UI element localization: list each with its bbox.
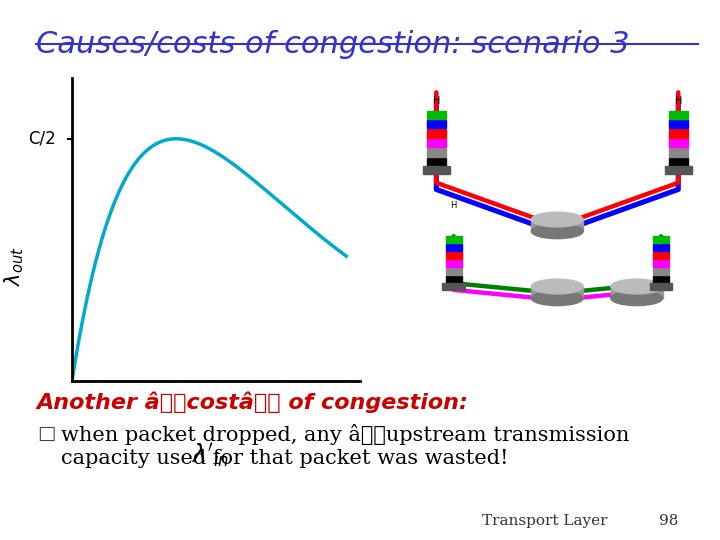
Bar xyxy=(446,260,462,267)
Text: capacity used for that packet was wasted!: capacity used for that packet was wasted… xyxy=(61,449,509,468)
Text: 98: 98 xyxy=(659,514,678,528)
Bar xyxy=(531,220,583,231)
Text: C/2: C/2 xyxy=(28,130,55,148)
Text: H: H xyxy=(433,96,440,106)
Bar xyxy=(446,244,462,251)
Bar xyxy=(442,283,465,291)
Bar xyxy=(653,252,669,259)
Text: Transport Layer: Transport Layer xyxy=(482,514,608,528)
Ellipse shape xyxy=(531,279,583,294)
Bar xyxy=(427,139,446,147)
Bar xyxy=(669,139,688,147)
Text: $\lambda_{out}$: $\lambda_{out}$ xyxy=(3,246,26,286)
Text: □: □ xyxy=(37,424,56,443)
Text: Causes/costs of congestion: scenario 3: Causes/costs of congestion: scenario 3 xyxy=(36,30,629,59)
Bar xyxy=(446,268,462,275)
Bar xyxy=(446,236,462,244)
Bar xyxy=(653,276,669,283)
Text: Another âcostâ of congestion:: Another âcostâ of congestion: xyxy=(36,392,468,413)
Bar xyxy=(427,120,446,129)
Bar xyxy=(669,111,688,119)
Ellipse shape xyxy=(611,291,662,306)
Ellipse shape xyxy=(611,279,662,294)
Bar xyxy=(653,268,669,275)
Bar xyxy=(423,166,449,174)
Bar xyxy=(669,148,688,157)
Bar xyxy=(669,130,688,138)
Bar xyxy=(427,130,446,138)
Ellipse shape xyxy=(531,212,583,227)
Bar xyxy=(427,158,446,166)
Text: H: H xyxy=(675,96,682,106)
Bar xyxy=(649,283,672,291)
Bar xyxy=(611,287,662,298)
Bar xyxy=(653,236,669,244)
Bar xyxy=(427,148,446,157)
Bar xyxy=(665,166,691,174)
Bar xyxy=(653,260,669,267)
Bar xyxy=(531,287,583,298)
Text: when packet dropped, any âupstream transmission: when packet dropped, any âupstream tra… xyxy=(61,424,629,445)
Ellipse shape xyxy=(531,291,583,306)
Ellipse shape xyxy=(531,224,583,239)
Bar xyxy=(427,111,446,119)
Text: $\lambda'_{in}$: $\lambda'_{in}$ xyxy=(191,441,230,469)
Bar xyxy=(446,252,462,259)
Bar xyxy=(653,244,669,251)
Text: H: H xyxy=(451,200,456,210)
Bar xyxy=(446,276,462,283)
Bar xyxy=(669,158,688,166)
Bar xyxy=(669,120,688,129)
